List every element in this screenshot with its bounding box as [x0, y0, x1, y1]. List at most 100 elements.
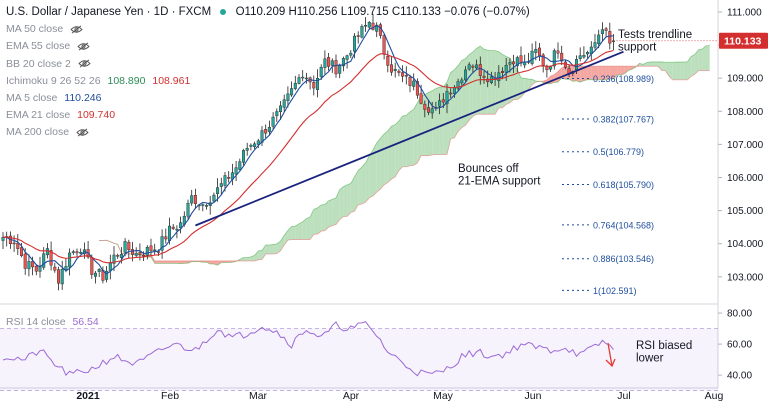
axis-layer: 111.000110.000109.000108.000107.000106.0… — [76, 7, 768, 402]
cloud-bear-segment — [176, 260, 181, 264]
candle — [112, 246, 116, 272]
cloud-bear-segment — [587, 66, 592, 80]
ohlc-open: O110.209 — [235, 6, 286, 18]
cloud-bull-segment — [299, 221, 303, 240]
candle-body — [223, 175, 227, 186]
legend-label: MA 200 close — [6, 126, 70, 139]
cloud-bull-segment — [347, 183, 351, 217]
price-tick-label: 105.000 — [727, 206, 764, 217]
candle-body — [515, 57, 519, 67]
candle — [204, 203, 208, 210]
cloud-bull-segment — [339, 186, 344, 220]
price-tick-label: 109.000 — [727, 74, 764, 85]
candle-body — [482, 75, 486, 78]
candle-body — [112, 254, 116, 264]
candle-body — [471, 65, 475, 68]
candle — [5, 231, 9, 247]
eye-hidden-icon[interactable] — [77, 42, 90, 51]
candle-body — [271, 116, 275, 127]
cloud-bear-segment — [617, 66, 621, 75]
candle-body — [608, 31, 612, 44]
legend-ma200[interactable]: MA 200 close — [6, 124, 530, 141]
legend-bb20[interactable]: BB 20 close 2 — [6, 56, 530, 73]
fib-level-label: 0.236(108.989) — [593, 74, 654, 84]
candle-body — [212, 194, 216, 202]
candle-body — [330, 60, 334, 66]
cloud-bull-segment — [384, 130, 388, 185]
cloud-bull-segment — [358, 167, 362, 205]
candle — [227, 171, 231, 183]
candle — [267, 120, 271, 136]
candle-body — [530, 50, 534, 64]
cloud-bull-segment — [428, 90, 433, 156]
candle — [397, 68, 401, 77]
candle-body — [201, 204, 205, 206]
candle-body — [386, 56, 390, 66]
legend-label: Ichimoku 9 26 52 26 — [6, 74, 101, 87]
ichimoku-value-a: 108.890 — [107, 74, 146, 87]
candle — [464, 66, 468, 82]
cloud-bull-segment — [395, 121, 399, 177]
eye-hidden-icon[interactable] — [70, 25, 83, 34]
candle-body — [353, 35, 357, 52]
legend-ema21[interactable]: EMA 21 close 109.740 — [6, 107, 530, 124]
candle-body — [31, 261, 35, 268]
candle — [286, 86, 290, 108]
candle-body — [415, 81, 419, 96]
ichimoku-value-b: 108.961 — [152, 74, 191, 87]
cloud-bear-segment — [572, 66, 577, 82]
candle-body — [545, 66, 549, 71]
time-tick-label: 2021 — [76, 390, 100, 402]
legend-ma5[interactable]: MA 5 close 110.246 — [6, 90, 530, 107]
cloud-bull-segment — [291, 226, 296, 240]
symbol-title[interactable]: U.S. Dollar / Japanese Yen · 1D · FXCM — [6, 6, 212, 18]
ma5-value: 110.246 — [64, 91, 102, 104]
candle-body — [234, 167, 238, 175]
cloud-bear-segment — [173, 260, 177, 264]
candle-body — [419, 93, 423, 104]
candle-body — [105, 270, 109, 280]
cloud-bull-segment — [313, 207, 318, 235]
candle-body — [60, 269, 64, 285]
candle-body — [97, 269, 101, 272]
candle-body — [275, 111, 279, 117]
candle — [116, 253, 120, 259]
candle — [330, 58, 334, 73]
annotation-rsi: RSI biased lower — [636, 340, 692, 365]
candle-body — [430, 108, 434, 114]
cloud-bull-segment — [413, 102, 418, 166]
candle-body — [464, 69, 468, 81]
eye-hidden-icon[interactable] — [78, 59, 91, 68]
candle — [367, 21, 371, 30]
candle-body — [475, 64, 479, 69]
fib-level-label: 1(102.591) — [593, 286, 637, 296]
candle — [219, 177, 223, 196]
candle — [438, 93, 442, 115]
rsi-line — [2, 321, 614, 377]
fib-level-label: 0.764(104.568) — [593, 220, 654, 230]
eye-hidden-icon[interactable] — [76, 128, 89, 137]
candle-body — [90, 257, 94, 275]
fib-level-label: 0.618(105.790) — [593, 180, 654, 190]
time-tick-label: Jun — [525, 390, 542, 402]
candle — [341, 56, 345, 72]
candle — [475, 59, 479, 70]
cloud-bull-segment — [665, 62, 669, 77]
candle-body — [345, 55, 349, 60]
legend-ema55[interactable]: EMA 55 close — [6, 38, 530, 55]
cloud-bear-segment — [598, 66, 603, 80]
candle-body — [297, 77, 301, 84]
rsi-legend[interactable]: RSI 14 close 56.54 — [6, 316, 99, 328]
legend-ma50[interactable]: MA 50 close — [6, 21, 530, 38]
candle — [234, 160, 238, 181]
candle — [153, 243, 157, 256]
candle — [57, 266, 61, 291]
legend-ichimoku[interactable]: Ichimoku 9 26 52 26 108.890 108.961 — [6, 73, 530, 90]
ohlc-high: H110.256 — [288, 6, 338, 18]
candle — [186, 199, 190, 220]
grid-layer — [0, 0, 719, 392]
candle — [93, 271, 97, 284]
ichimoku-span-b — [99, 65, 710, 262]
